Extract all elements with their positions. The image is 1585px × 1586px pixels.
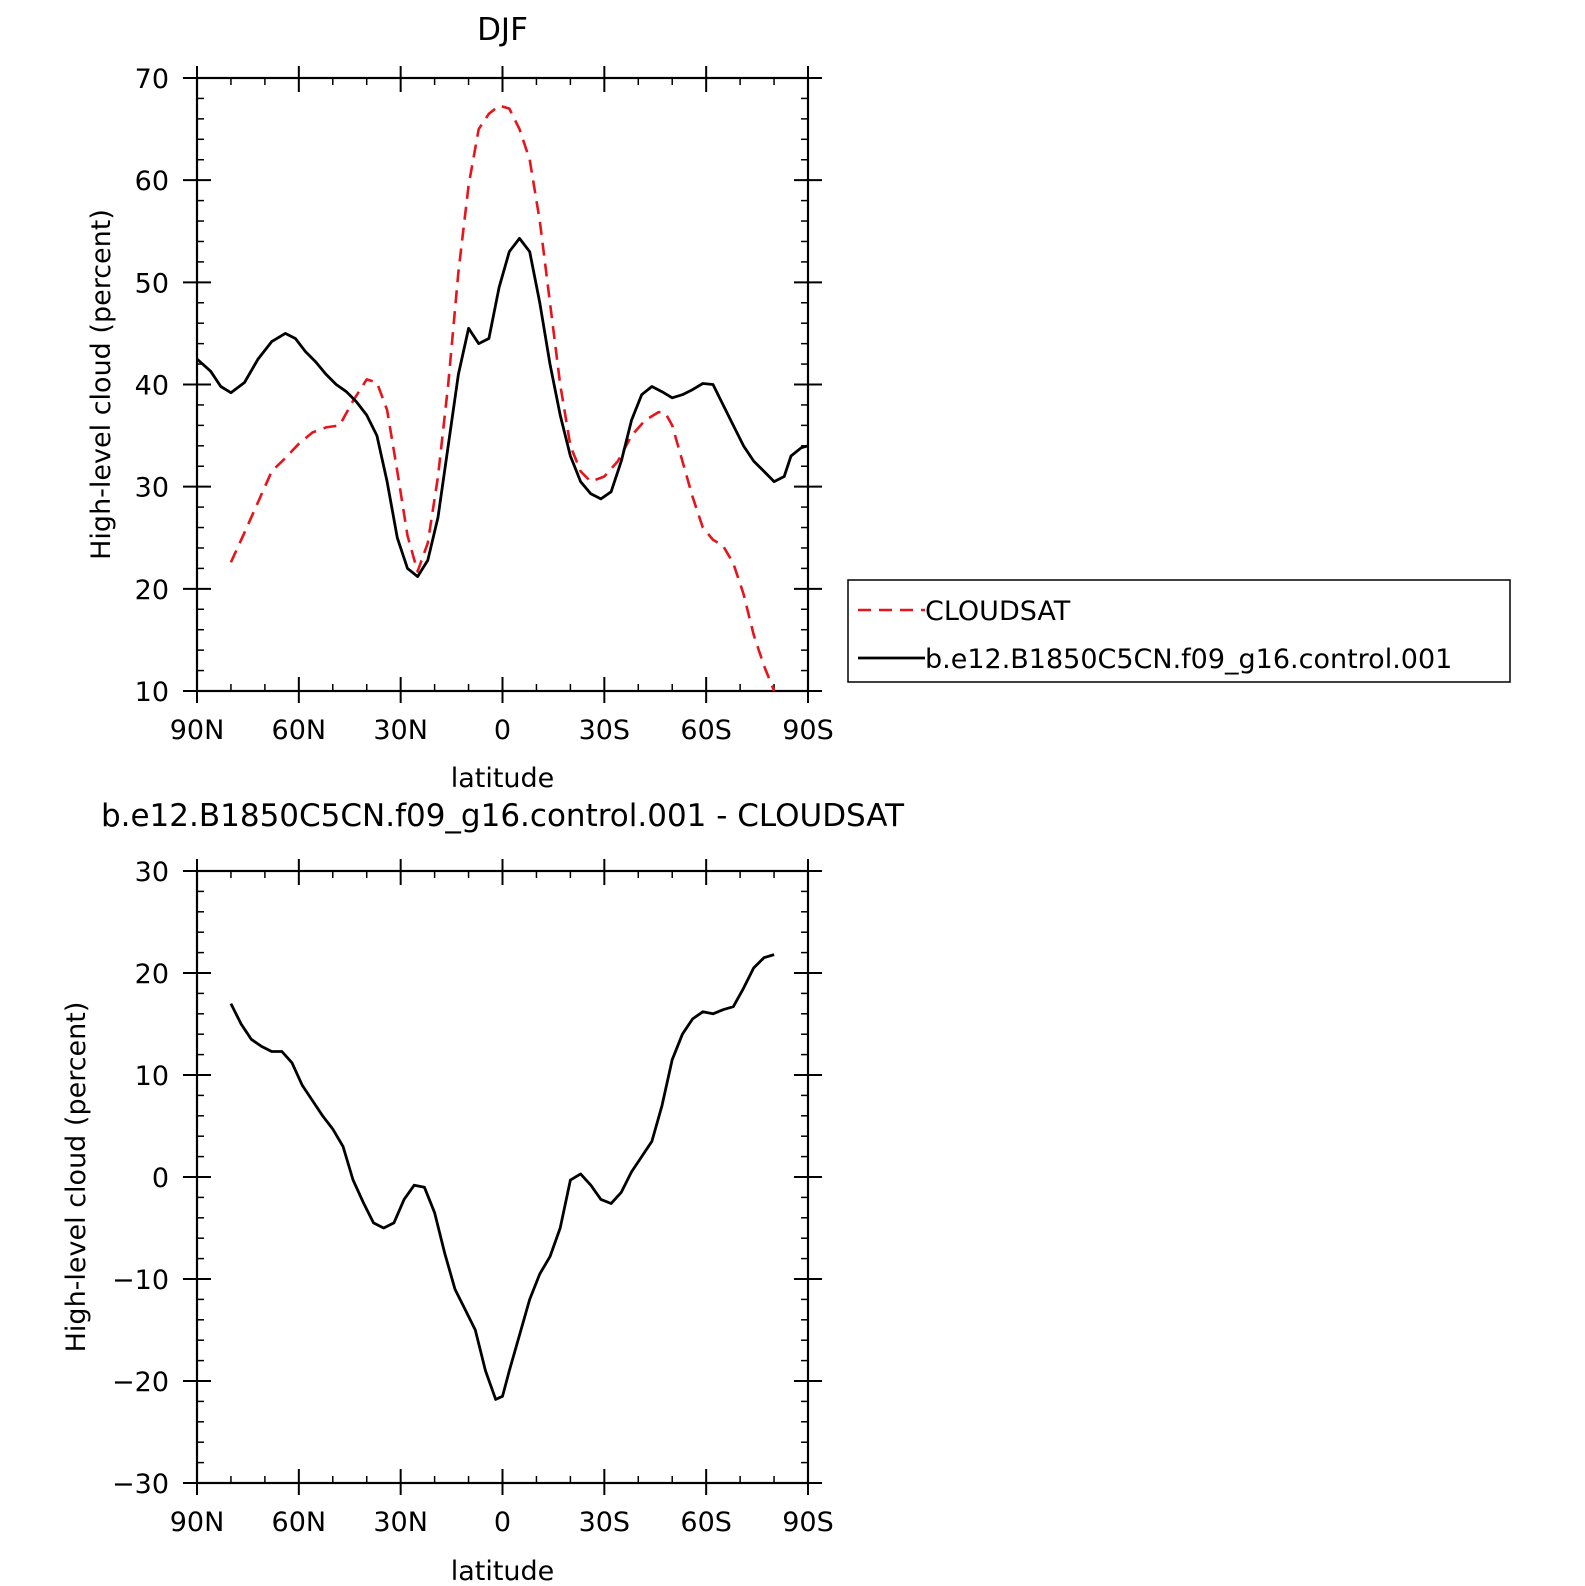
y-tick-label: −10 [112,1265,169,1296]
legend-label-cloudsat: CLOUDSAT [925,596,1071,627]
minor-ticks [197,871,808,1483]
y-tick-label: 10 [135,677,169,708]
x-axis-label: latitude [451,763,555,794]
major-ticks [183,66,822,703]
y-tick-label: 20 [135,575,169,606]
y-tick-label: 30 [135,473,169,504]
x-tick-label: 30N [373,715,428,746]
x-axis-label: latitude [451,1556,555,1586]
legend-label-model: b.e12.B1850C5CN.f09_g16.control.001 [925,644,1452,675]
minor-ticks [197,78,808,691]
x-tick-label: 0 [494,715,511,746]
x-tick-label: 30S [579,1507,631,1538]
legend: CLOUDSAT b.e12.B1850C5CN.f09_g16.control.… [847,579,1511,683]
plot-frame [195,869,810,1485]
series-line-cloudsat [229,104,776,692]
x-tick-label: 90S [782,1507,834,1538]
y-tick-label: 30 [135,857,169,888]
y-tick-label: 60 [135,166,169,197]
y-tick-label: −30 [112,1469,169,1500]
x-tick-label: 30S [579,715,631,746]
x-tick-label: 60S [680,1507,732,1538]
y-axis-label: High-level cloud (percent) [86,209,117,560]
y-tick-label: 40 [135,371,169,402]
x-tick-label: 90N [170,715,225,746]
top-chart-panel: DJF 90N 60N 30N 0 30S 60S 90S 10 20 30 40 50 60 70 lati… [86,12,1511,794]
chart-title: DJF [477,12,528,48]
series-line-model [196,236,809,578]
y-tick-label: 70 [135,64,169,95]
bottom-chart-panel: b.e12.B1850C5CN.f09_g16.control.001 - CL… [61,798,905,1586]
y-tick-label: 20 [135,959,169,990]
x-tick-label: 90S [782,715,834,746]
plot-frame [195,76,810,693]
x-tick-label: 60N [272,715,327,746]
y-tick-label: 10 [135,1061,169,1092]
x-tick-label: 90N [170,1507,225,1538]
x-tick-label: 0 [494,1507,511,1538]
chart-title: b.e12.B1850C5CN.f09_g16.control.001 - CL… [101,798,905,834]
y-tick-label: 50 [135,268,169,299]
major-ticks [183,859,822,1495]
y-axis-label: High-level cloud (percent) [61,1002,92,1353]
x-tick-label: 60N [272,1507,327,1538]
x-tick-label: 60S [680,715,732,746]
series-line-difference [229,953,775,1401]
legend-box [847,579,1511,683]
y-tick-label: −20 [112,1367,169,1398]
x-tick-label: 30N [373,1507,428,1538]
y-tick-label: 0 [152,1163,169,1194]
